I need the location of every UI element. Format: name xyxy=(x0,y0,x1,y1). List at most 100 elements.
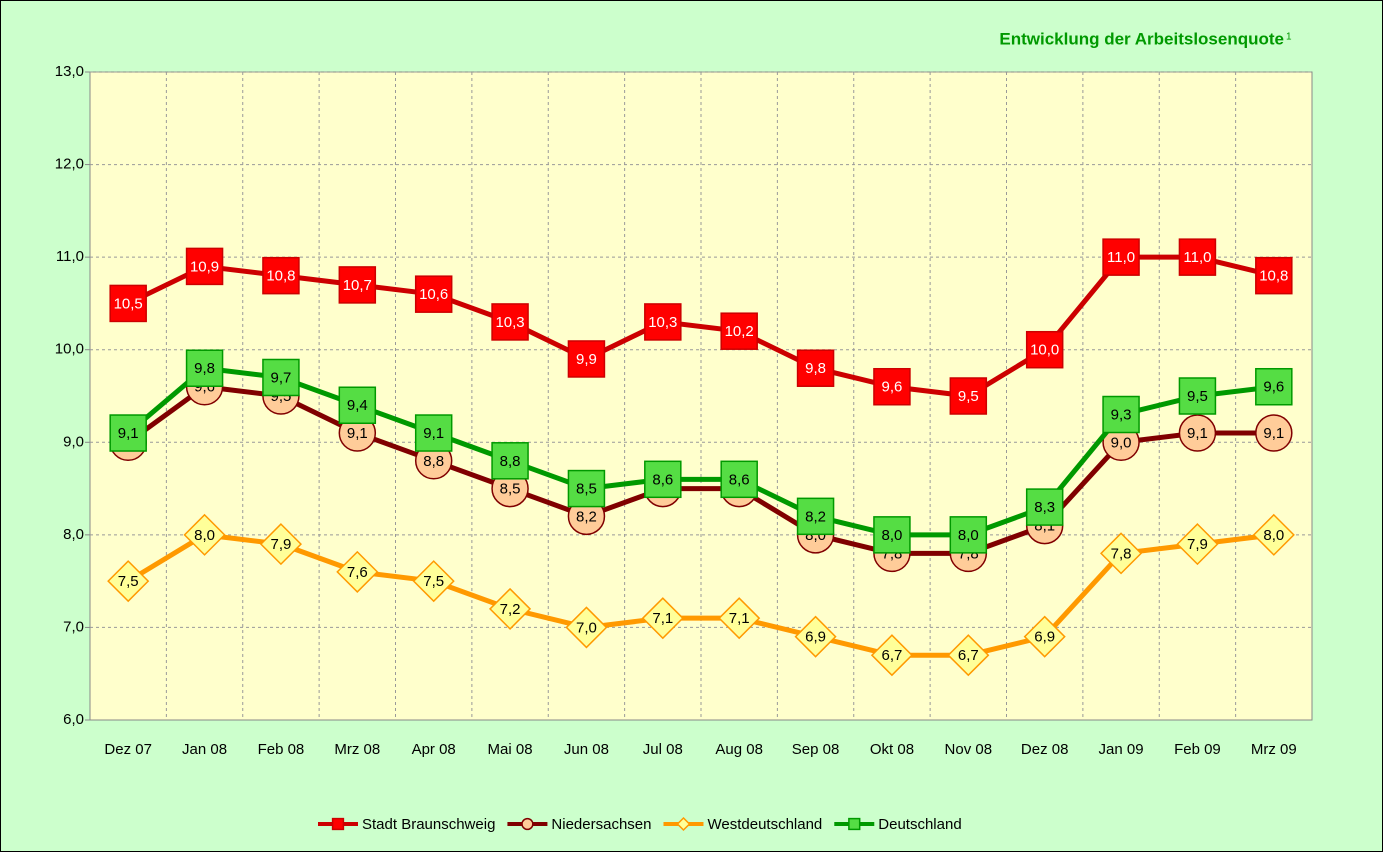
data-label: 9,9 xyxy=(576,351,597,368)
marker xyxy=(720,460,758,499)
series-line xyxy=(127,254,1275,399)
chart-title: Entwicklung der Arbeitslosenquote xyxy=(999,29,1284,48)
data-label: 8,5 xyxy=(576,481,597,498)
y-tick-label: 7,0 xyxy=(63,618,84,635)
data-label: 11,0 xyxy=(1107,249,1135,266)
marker xyxy=(873,516,911,554)
x-tick-label: Jan 08 xyxy=(182,741,227,758)
data-label: 9,1 xyxy=(1263,425,1284,442)
marker xyxy=(1178,377,1217,415)
data-label: 8,2 xyxy=(576,508,597,525)
marker xyxy=(1025,488,1064,526)
legend-label: Stadt Braunschweig xyxy=(362,816,495,833)
data-label: 7,2 xyxy=(500,601,521,618)
data-label: 10,5 xyxy=(114,295,143,312)
x-tick-label: Feb 09 xyxy=(1174,741,1221,758)
marker xyxy=(412,560,455,603)
data-label: 8,0 xyxy=(882,527,903,544)
data-label: 8,3 xyxy=(1034,499,1055,516)
marker xyxy=(641,597,684,640)
y-tick-label: 8,0 xyxy=(63,526,84,543)
marker xyxy=(1102,395,1140,434)
marker xyxy=(565,606,608,649)
x-tick-label: Okt 08 xyxy=(870,741,914,758)
marker xyxy=(1178,238,1217,276)
series-line xyxy=(126,365,1275,538)
marker xyxy=(338,386,377,425)
data-label: 6,9 xyxy=(1034,629,1055,646)
legend-label: Niedersachsen xyxy=(551,816,651,833)
marker xyxy=(262,358,300,397)
marker xyxy=(491,303,529,341)
data-label: 9,6 xyxy=(882,379,903,396)
marker xyxy=(109,414,147,452)
marker xyxy=(331,817,345,831)
y-tick-label: 6,0 xyxy=(63,711,84,728)
marker xyxy=(567,340,606,378)
data-label: 8,0 xyxy=(958,527,979,544)
data-label: 6,9 xyxy=(805,629,826,646)
data-label: 6,7 xyxy=(958,647,979,664)
x-tick-label: Nov 08 xyxy=(945,741,993,758)
data-label: 8,6 xyxy=(729,471,750,488)
data-label: 7,5 xyxy=(423,573,444,590)
data-label: 10,2 xyxy=(725,323,754,340)
marker xyxy=(1255,414,1293,452)
data-label: 9,5 xyxy=(1187,388,1208,405)
data-label: 7,9 xyxy=(271,536,292,553)
x-tick-label: Jun 08 xyxy=(564,741,609,758)
marker xyxy=(873,367,911,406)
data-label: 9,8 xyxy=(194,360,215,377)
marker xyxy=(644,303,682,341)
x-tick-label: Jan 09 xyxy=(1099,741,1144,758)
data-label: 8,5 xyxy=(500,481,521,498)
marker xyxy=(259,523,302,566)
marker xyxy=(336,550,379,593)
y-tick-label: 10,0 xyxy=(55,341,84,358)
data-label: 9,6 xyxy=(1263,379,1284,396)
data-label: 10,9 xyxy=(190,258,219,275)
marker xyxy=(796,349,835,387)
marker xyxy=(414,414,453,452)
data-label: 7,5 xyxy=(118,573,139,590)
marker xyxy=(676,816,691,832)
marker xyxy=(185,247,224,286)
series-line xyxy=(126,384,1274,556)
x-tick-label: Mai 08 xyxy=(488,741,533,758)
x-tick-label: Aug 08 xyxy=(715,741,763,758)
marker xyxy=(949,377,988,415)
marker xyxy=(183,513,226,556)
marker xyxy=(1176,523,1219,566)
marker xyxy=(1255,256,1293,295)
y-tick-label: 9,0 xyxy=(63,433,84,450)
data-label: 8,0 xyxy=(194,527,215,544)
series: 9,1 9,8 9,7 9,4 9,1 8,8 8,5 8,6 8,6 8,2 8,0 8,0 8,3 9… xyxy=(109,349,1293,554)
data-label: 9,0 xyxy=(1111,434,1132,451)
data-label: 9,1 xyxy=(118,425,139,442)
data-label: 9,5 xyxy=(958,388,979,405)
marker xyxy=(1102,238,1140,276)
data-label: 8,0 xyxy=(1263,527,1284,544)
data-label: 9,1 xyxy=(1187,425,1208,442)
legend-label: Deutschland xyxy=(878,816,961,833)
data-label: 10,8 xyxy=(1259,268,1288,285)
marker xyxy=(521,817,534,831)
data-label: 10,3 xyxy=(648,314,677,331)
marker xyxy=(338,266,377,304)
marker xyxy=(796,497,835,536)
marker xyxy=(109,284,147,323)
series: 10,5 10,9 10,8 10,7 10,6 10,3 9,9 10,3 10,2 9,8 9,… xyxy=(109,238,1293,415)
x-tick-label: Jul 08 xyxy=(643,741,683,758)
data-label: 7,8 xyxy=(1111,545,1132,562)
marker xyxy=(1100,532,1143,575)
marker xyxy=(947,634,990,677)
data-label: 10,3 xyxy=(495,314,524,331)
data-label: 10,8 xyxy=(266,268,295,285)
data-label: 9,8 xyxy=(805,360,826,377)
data-label: 8,6 xyxy=(652,471,673,488)
x-tick-label: Dez 07 xyxy=(104,741,152,758)
x-tick-label: Mrz 08 xyxy=(334,741,380,758)
data-label: 7,0 xyxy=(576,619,597,636)
data-label: 10,0 xyxy=(1030,342,1059,359)
